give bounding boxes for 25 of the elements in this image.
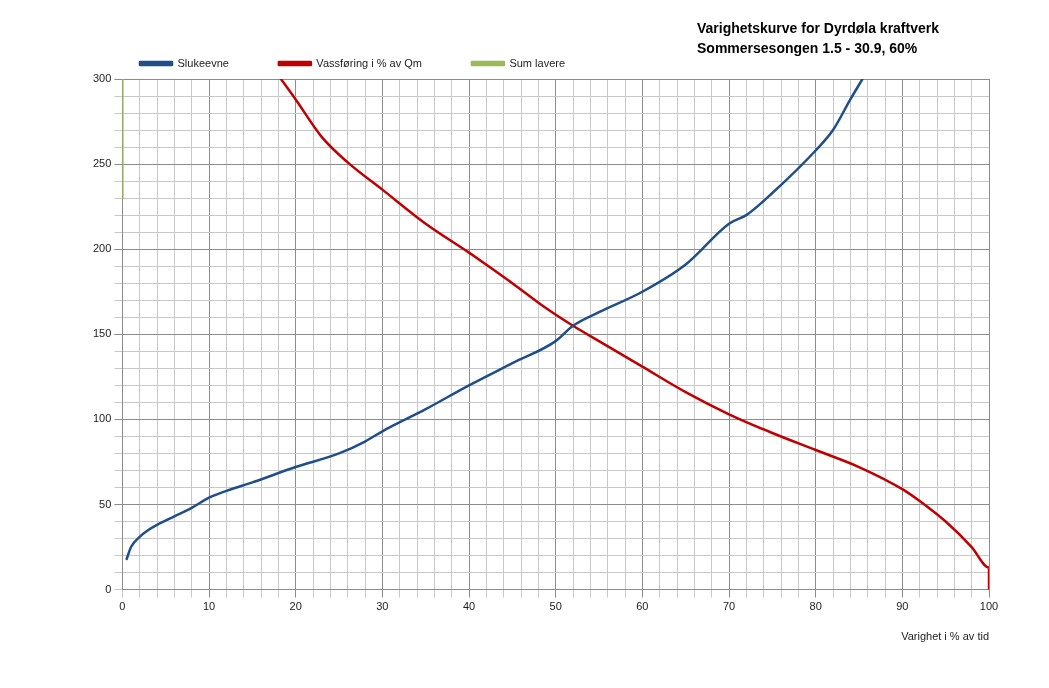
line-series (125, 79, 864, 561)
y-tick-label: 300 (92, 72, 112, 85)
x-tick-label: 0 (119, 600, 126, 613)
chart-subtitle: Sommersesongen 1.5 - 30.9, 60% (697, 39, 919, 58)
x-tick-label: 10 (202, 600, 216, 613)
legend-label: Sum lavere (509, 56, 566, 69)
y-tick-label: 0 (105, 582, 112, 595)
y-tick-label: 50 (99, 497, 112, 510)
y-tick-label: 250 (92, 157, 112, 170)
y-tick-label: 150 (92, 327, 112, 340)
x-tick-label: 60 (636, 600, 649, 613)
y-tick-label: 200 (92, 242, 112, 255)
y-tick-label: 100 (92, 412, 112, 425)
x-tick-label: 30 (376, 600, 389, 613)
x-axis-title: Varighet i % av tid (901, 630, 989, 643)
x-tick-label: 20 (289, 600, 302, 613)
x-tick-label: 40 (462, 600, 476, 613)
legend-label: Slukeevne (177, 56, 229, 69)
legend-label: Vassføring i % av Qm (316, 56, 422, 69)
x-tick-label: 50 (549, 600, 562, 613)
x-tick-label: 80 (809, 600, 822, 613)
x-tick-label: 90 (896, 600, 909, 613)
chart-title: Varighetskurve for Dyrdøla kraftverk (697, 19, 939, 38)
x-tick-label: 100 (979, 600, 999, 613)
x-tick-label: 70 (722, 600, 736, 613)
